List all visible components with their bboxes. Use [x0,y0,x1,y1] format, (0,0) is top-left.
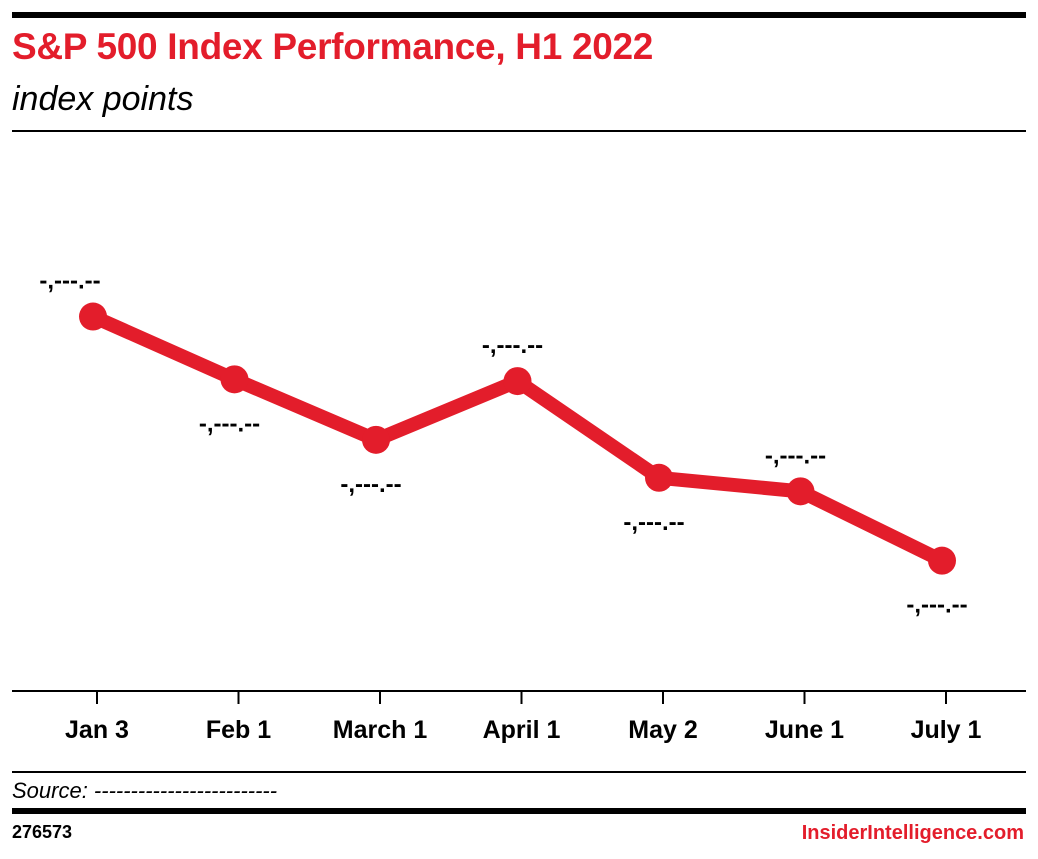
data-label-3: -,---.-- [482,332,543,359]
data-point-2 [362,425,390,454]
data-point-3 [503,367,532,396]
source-note: Source: ------------------------- [12,778,278,803]
bottom-rule [12,808,1026,814]
x-axis-tick-labels: Jan 3 Feb 1 March 1 April 1 May 2 June 1 July … [65,716,982,744]
data-label-1: -,---.-- [199,410,260,437]
chart-subtitle: index points [12,80,194,118]
data-point-0 [79,302,107,331]
data-label-6: -,---.-- [906,592,967,619]
brand-link[interactable]: InsiderIntelligence.com [801,822,1024,844]
header-divider [12,130,1026,132]
data-label-2: -,---.-- [340,471,401,498]
x-tick-label-4: May 2 [628,716,697,744]
data-points [79,302,956,575]
data-point-6 [928,546,956,575]
data-labels: -,---.-- -,---.-- -,---.-- -,---.-- -,---.--… [39,268,967,619]
x-axis-line [12,690,1026,692]
x-tick-label-1: Feb 1 [206,716,271,744]
data-point-1 [220,365,249,394]
top-rule [12,12,1026,18]
x-tick-label-5: June 1 [765,716,844,744]
data-label-4: -,---.-- [623,509,684,536]
x-tick-label-2: March 1 [333,716,428,744]
x-tick-label-6: July 1 [911,716,982,744]
source-divider [12,771,1026,773]
x-tick-label-3: April 1 [483,716,561,744]
chart-id: 276573 [12,822,73,842]
chart-title: S&P 500 Index Performance, H1 2022 [12,26,654,67]
x-axis-ticks [96,690,947,704]
data-label-5: -,---.-- [765,442,826,469]
x-tick-label-0: Jan 3 [65,716,129,744]
data-point-5 [786,477,815,506]
data-label-0: -,---.-- [39,268,100,295]
data-point-4 [645,463,673,492]
